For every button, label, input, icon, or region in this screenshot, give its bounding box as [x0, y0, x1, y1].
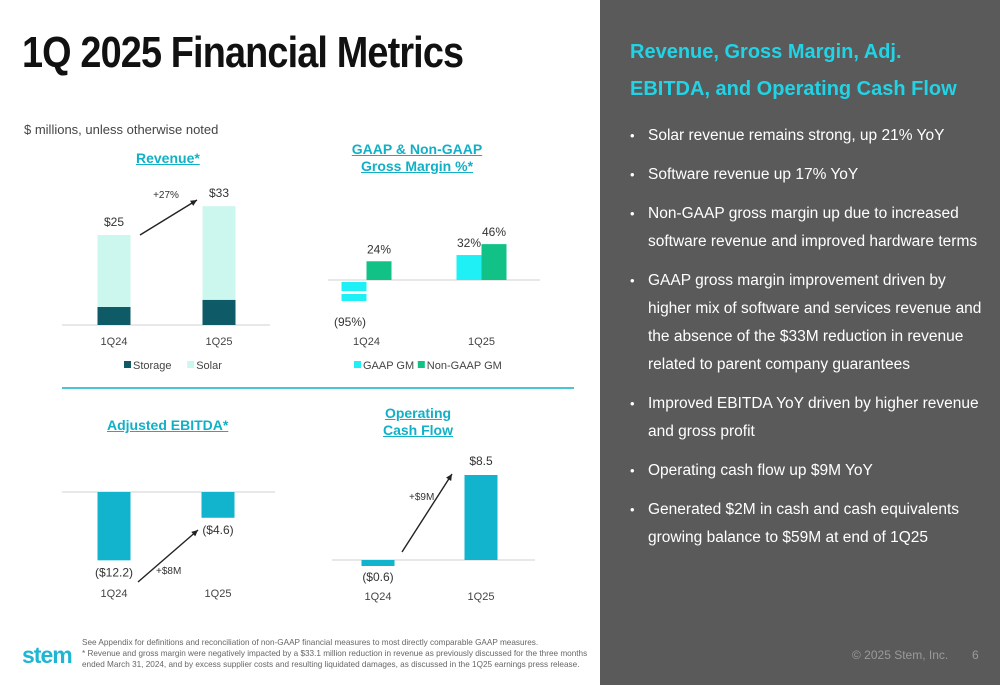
- legend-swatch-solar: [187, 361, 195, 368]
- tick-label: 1Q24: [353, 336, 380, 348]
- improvement-arrow-head: [191, 530, 198, 537]
- gross-margin-chart-title-text: GAAP & Non-GAAP Gross Margin %*: [351, 141, 483, 174]
- improvement-arrow-head: [446, 474, 452, 481]
- bar-ebitda-1q24: [97, 492, 131, 561]
- legend-label-solar: Solar: [196, 360, 222, 372]
- improvement-label: +$9M: [409, 492, 434, 503]
- bullet-item: GAAP gross margin improvement driven by …: [628, 267, 988, 379]
- revenue-chart: $25 1Q24 $33 1Q25 +27% Storage Solar: [62, 186, 270, 372]
- bullet-item: Generated $2M in cash and cash equivalen…: [628, 496, 988, 552]
- bar-ebitda-1q25: [201, 492, 235, 518]
- page-number: 6: [972, 648, 979, 662]
- bar-storage-1q24: [97, 307, 131, 325]
- cash-flow-chart-title-text: Operating Cash Flow: [382, 405, 453, 438]
- footnote-line-2: * Revenue and gross margin were negative…: [82, 649, 588, 669]
- bar-gaap-gm-1q24: [341, 282, 367, 291]
- value-label: $8.5: [469, 454, 493, 468]
- legend-swatch-gaap-gm: [354, 361, 361, 368]
- total-label: $33: [209, 186, 229, 200]
- bar-solar-1q25: [202, 206, 236, 300]
- value-label: 46%: [482, 225, 506, 239]
- bar-cash-flow-1q25: [464, 475, 498, 560]
- cash-flow-chart: ($0.6) 1Q24 $8.5 1Q25 +$9M: [332, 454, 535, 603]
- section-divider: [62, 387, 574, 389]
- tick-label: 1Q25: [206, 336, 233, 348]
- legend-label-non-gaap-gm: Non-GAAP GM: [427, 360, 502, 372]
- growth-label: +27%: [153, 190, 179, 201]
- value-label: ($4.6): [202, 523, 233, 537]
- bullet-item: Improved EBITDA YoY driven by higher rev…: [628, 390, 988, 446]
- value-label: ($0.6): [362, 570, 393, 584]
- tick-label: 1Q25: [468, 336, 495, 348]
- copyright: © 2025 Stem, Inc.: [852, 648, 949, 662]
- tick-label: 1Q24: [101, 336, 128, 348]
- gross-margin-chart: (95%) 24% 1Q24 32%46% 1Q25 GAAP GM Non-GAAP GM: [328, 225, 540, 372]
- legend-label-gaap-gm: GAAP GM: [363, 360, 414, 372]
- bar-solar-1q24: [97, 235, 131, 307]
- improvement-arrow: [137, 529, 199, 583]
- summary-panel-title: Revenue, Gross Margin, Adj. EBITDA, and …: [630, 41, 957, 100]
- page-title: 1Q 2025 Financial Metrics: [22, 28, 464, 77]
- value-label: 24%: [367, 242, 391, 256]
- total-label: $25: [104, 215, 124, 229]
- bar-non-gaap-gm-1q24: [366, 261, 392, 280]
- bullet-item: Software revenue up 17% YoY: [628, 161, 988, 189]
- bar-non-gaap-gm-1q25: [481, 244, 507, 280]
- summary-bullets: Solar revenue remains strong, up 21% YoY…: [628, 122, 988, 563]
- bar-gaap-gm-1q24-tail: [341, 294, 367, 301]
- bar-storage-1q25: [202, 299, 236, 325]
- tick-label: 1Q24: [101, 588, 128, 600]
- tick-label: 1Q25: [205, 588, 232, 600]
- footnote: See Appendix for definitions and reconci…: [82, 637, 602, 670]
- stem-logo: stem: [22, 642, 73, 668]
- legend-swatch-non-gaap-gm: [417, 361, 425, 368]
- legend-swatch-storage: [124, 361, 131, 368]
- bar-gaap-gm-1q25: [456, 255, 482, 280]
- units-note: $ millions, unless otherwise noted: [24, 122, 219, 137]
- gross-margin-chart-title: GAAP & Non-GAAP Gross Margin %*: [347, 141, 487, 175]
- tick-label: 1Q25: [468, 591, 495, 603]
- footnote-line-1: See Appendix for definitions and reconci…: [82, 638, 539, 647]
- bullet-item: Non-GAAP gross margin up due to increase…: [628, 200, 988, 256]
- bullet-item: Solar revenue remains strong, up 21% YoY: [628, 122, 988, 150]
- revenue-chart-title: Revenue*: [136, 150, 200, 166]
- value-label: 32%: [457, 236, 481, 250]
- cash-flow-chart-title: Operating Cash Flow: [372, 405, 464, 439]
- ebitda-chart: ($12.2) 1Q24 ($4.6) 1Q25 +$8M: [62, 491, 275, 600]
- legend-label-storage: Storage: [133, 360, 172, 372]
- ebitda-chart-title: Adjusted EBITDA*: [107, 417, 229, 433]
- improvement-arrow: [401, 473, 453, 553]
- value-label: (95%): [334, 315, 366, 329]
- summary-panel: Revenue, Gross Margin, Adj. EBITDA, and …: [600, 0, 1000, 685]
- bar-cash-flow-1q24: [361, 560, 395, 566]
- growth-arrow-head: [190, 200, 197, 206]
- growth-arrow: [139, 199, 198, 236]
- bullet-item: Operating cash flow up $9M YoY: [628, 457, 988, 485]
- value-label: ($12.2): [95, 565, 133, 579]
- improvement-label: +$8M: [156, 566, 181, 577]
- tick-label: 1Q24: [365, 591, 392, 603]
